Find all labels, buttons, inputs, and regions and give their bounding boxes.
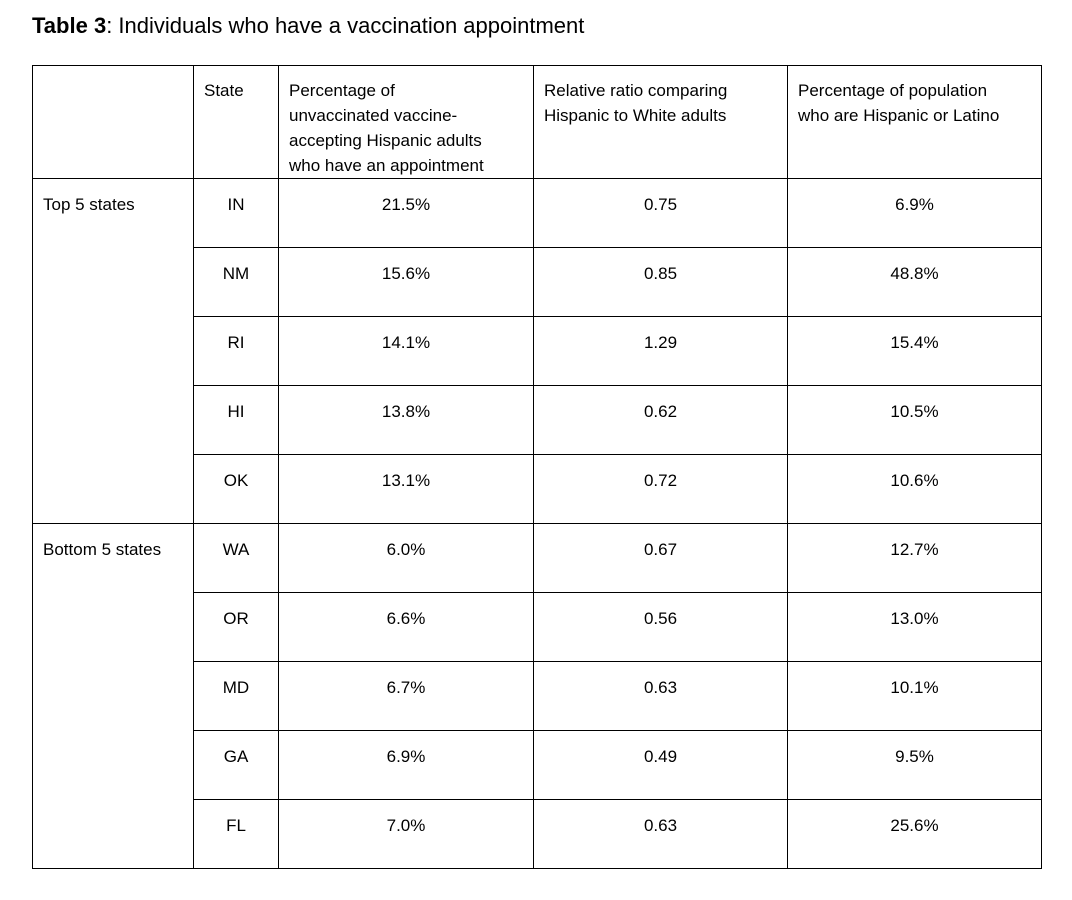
- pct-appointment-cell: 21.5%: [278, 178, 534, 248]
- relative-ratio-cell: 1.29: [533, 316, 788, 386]
- relative-ratio-cell: 0.49: [533, 730, 788, 800]
- pct-appointment-cell: 13.8%: [278, 385, 534, 455]
- relative-ratio-cell: 0.72: [533, 454, 788, 524]
- relative-ratio-cell: 0.63: [533, 799, 788, 869]
- pct-appointment-cell: 15.6%: [278, 247, 534, 317]
- pct-appointment-cell: 14.1%: [278, 316, 534, 386]
- header-row: State Percentage of unvaccinated vaccine…: [32, 65, 1042, 179]
- relative-ratio-cell: 0.62: [533, 385, 788, 455]
- column-header-pct-appointment: Percentage of unvaccinated vaccine- acce…: [278, 65, 534, 179]
- pct-hispanic-population-cell: 48.8%: [787, 247, 1042, 317]
- group-label-bottom-5-states: Bottom 5 states: [32, 523, 194, 869]
- column-header-relative-ratio: Relative ratio comparing Hispanic to Whi…: [533, 65, 788, 179]
- pct-appointment-cell: 6.7%: [278, 661, 534, 731]
- pct-hispanic-population-cell: 15.4%: [787, 316, 1042, 386]
- column-header-pct-hispanic-population: Percentage of population who are Hispani…: [787, 65, 1042, 179]
- pct-hispanic-population-cell: 9.5%: [787, 730, 1042, 800]
- pct-hispanic-population-cell: 12.7%: [787, 523, 1042, 593]
- vaccination-appointment-table: State Percentage of unvaccinated vaccine…: [32, 65, 1042, 869]
- table-row: NM 15.6% 0.85 48.8%: [33, 247, 1042, 317]
- table-row: Top 5 states IN 21.5% 0.75 6.9%: [32, 178, 1042, 524]
- pct-hispanic-population-cell: 6.9%: [787, 178, 1042, 248]
- table-row: FL 7.0% 0.63 25.6%: [33, 799, 1042, 869]
- state-cell: RI: [193, 316, 279, 386]
- pct-hispanic-population-cell: 25.6%: [787, 799, 1042, 869]
- pct-appointment-cell: 7.0%: [278, 799, 534, 869]
- relative-ratio-cell: 0.67: [533, 523, 788, 593]
- state-cell: OR: [193, 592, 279, 662]
- state-cell: WA: [193, 523, 279, 593]
- pct-hispanic-population-cell: 10.5%: [787, 385, 1042, 455]
- pct-appointment-cell: 6.9%: [278, 730, 534, 800]
- pct-appointment-cell: 6.0%: [278, 523, 534, 593]
- relative-ratio-cell: 0.85: [533, 247, 788, 317]
- table-caption-number: Table 3: [32, 13, 107, 38]
- table-row: OK 13.1% 0.72 10.6%: [33, 454, 1042, 524]
- pct-hispanic-population-cell: 13.0%: [787, 592, 1042, 662]
- state-cell: GA: [193, 730, 279, 800]
- column-header-empty: [32, 65, 194, 179]
- relative-ratio-cell: 0.75: [533, 178, 788, 248]
- state-cell: NM: [193, 247, 279, 317]
- state-cell: FL: [193, 799, 279, 869]
- table-row: RI 14.1% 1.29 15.4%: [33, 316, 1042, 386]
- state-cell: HI: [193, 385, 279, 455]
- table-row: MD 6.7% 0.63 10.1%: [33, 661, 1042, 731]
- group-label-top-5-states: Top 5 states: [32, 178, 194, 524]
- table-row: OR 6.6% 0.56 13.0%: [33, 592, 1042, 662]
- state-cell: MD: [193, 661, 279, 731]
- table-caption: Table 3: Individuals who have a vaccinat…: [32, 12, 584, 40]
- column-header-state: State: [193, 65, 279, 179]
- relative-ratio-cell: 0.56: [533, 592, 788, 662]
- pct-appointment-cell: 6.6%: [278, 592, 534, 662]
- pct-appointment-cell: 13.1%: [278, 454, 534, 524]
- table-row: Bottom 5 states WA 6.0% 0.67 12.7%: [32, 523, 1042, 869]
- table-row: GA 6.9% 0.49 9.5%: [33, 730, 1042, 800]
- table-row: HI 13.8% 0.62 10.5%: [33, 385, 1042, 455]
- state-cell: IN: [193, 178, 279, 248]
- relative-ratio-cell: 0.63: [533, 661, 788, 731]
- table-caption-text: : Individuals who have a vaccination app…: [106, 13, 585, 38]
- pct-hispanic-population-cell: 10.6%: [787, 454, 1042, 524]
- pct-hispanic-population-cell: 10.1%: [787, 661, 1042, 731]
- state-cell: OK: [193, 454, 279, 524]
